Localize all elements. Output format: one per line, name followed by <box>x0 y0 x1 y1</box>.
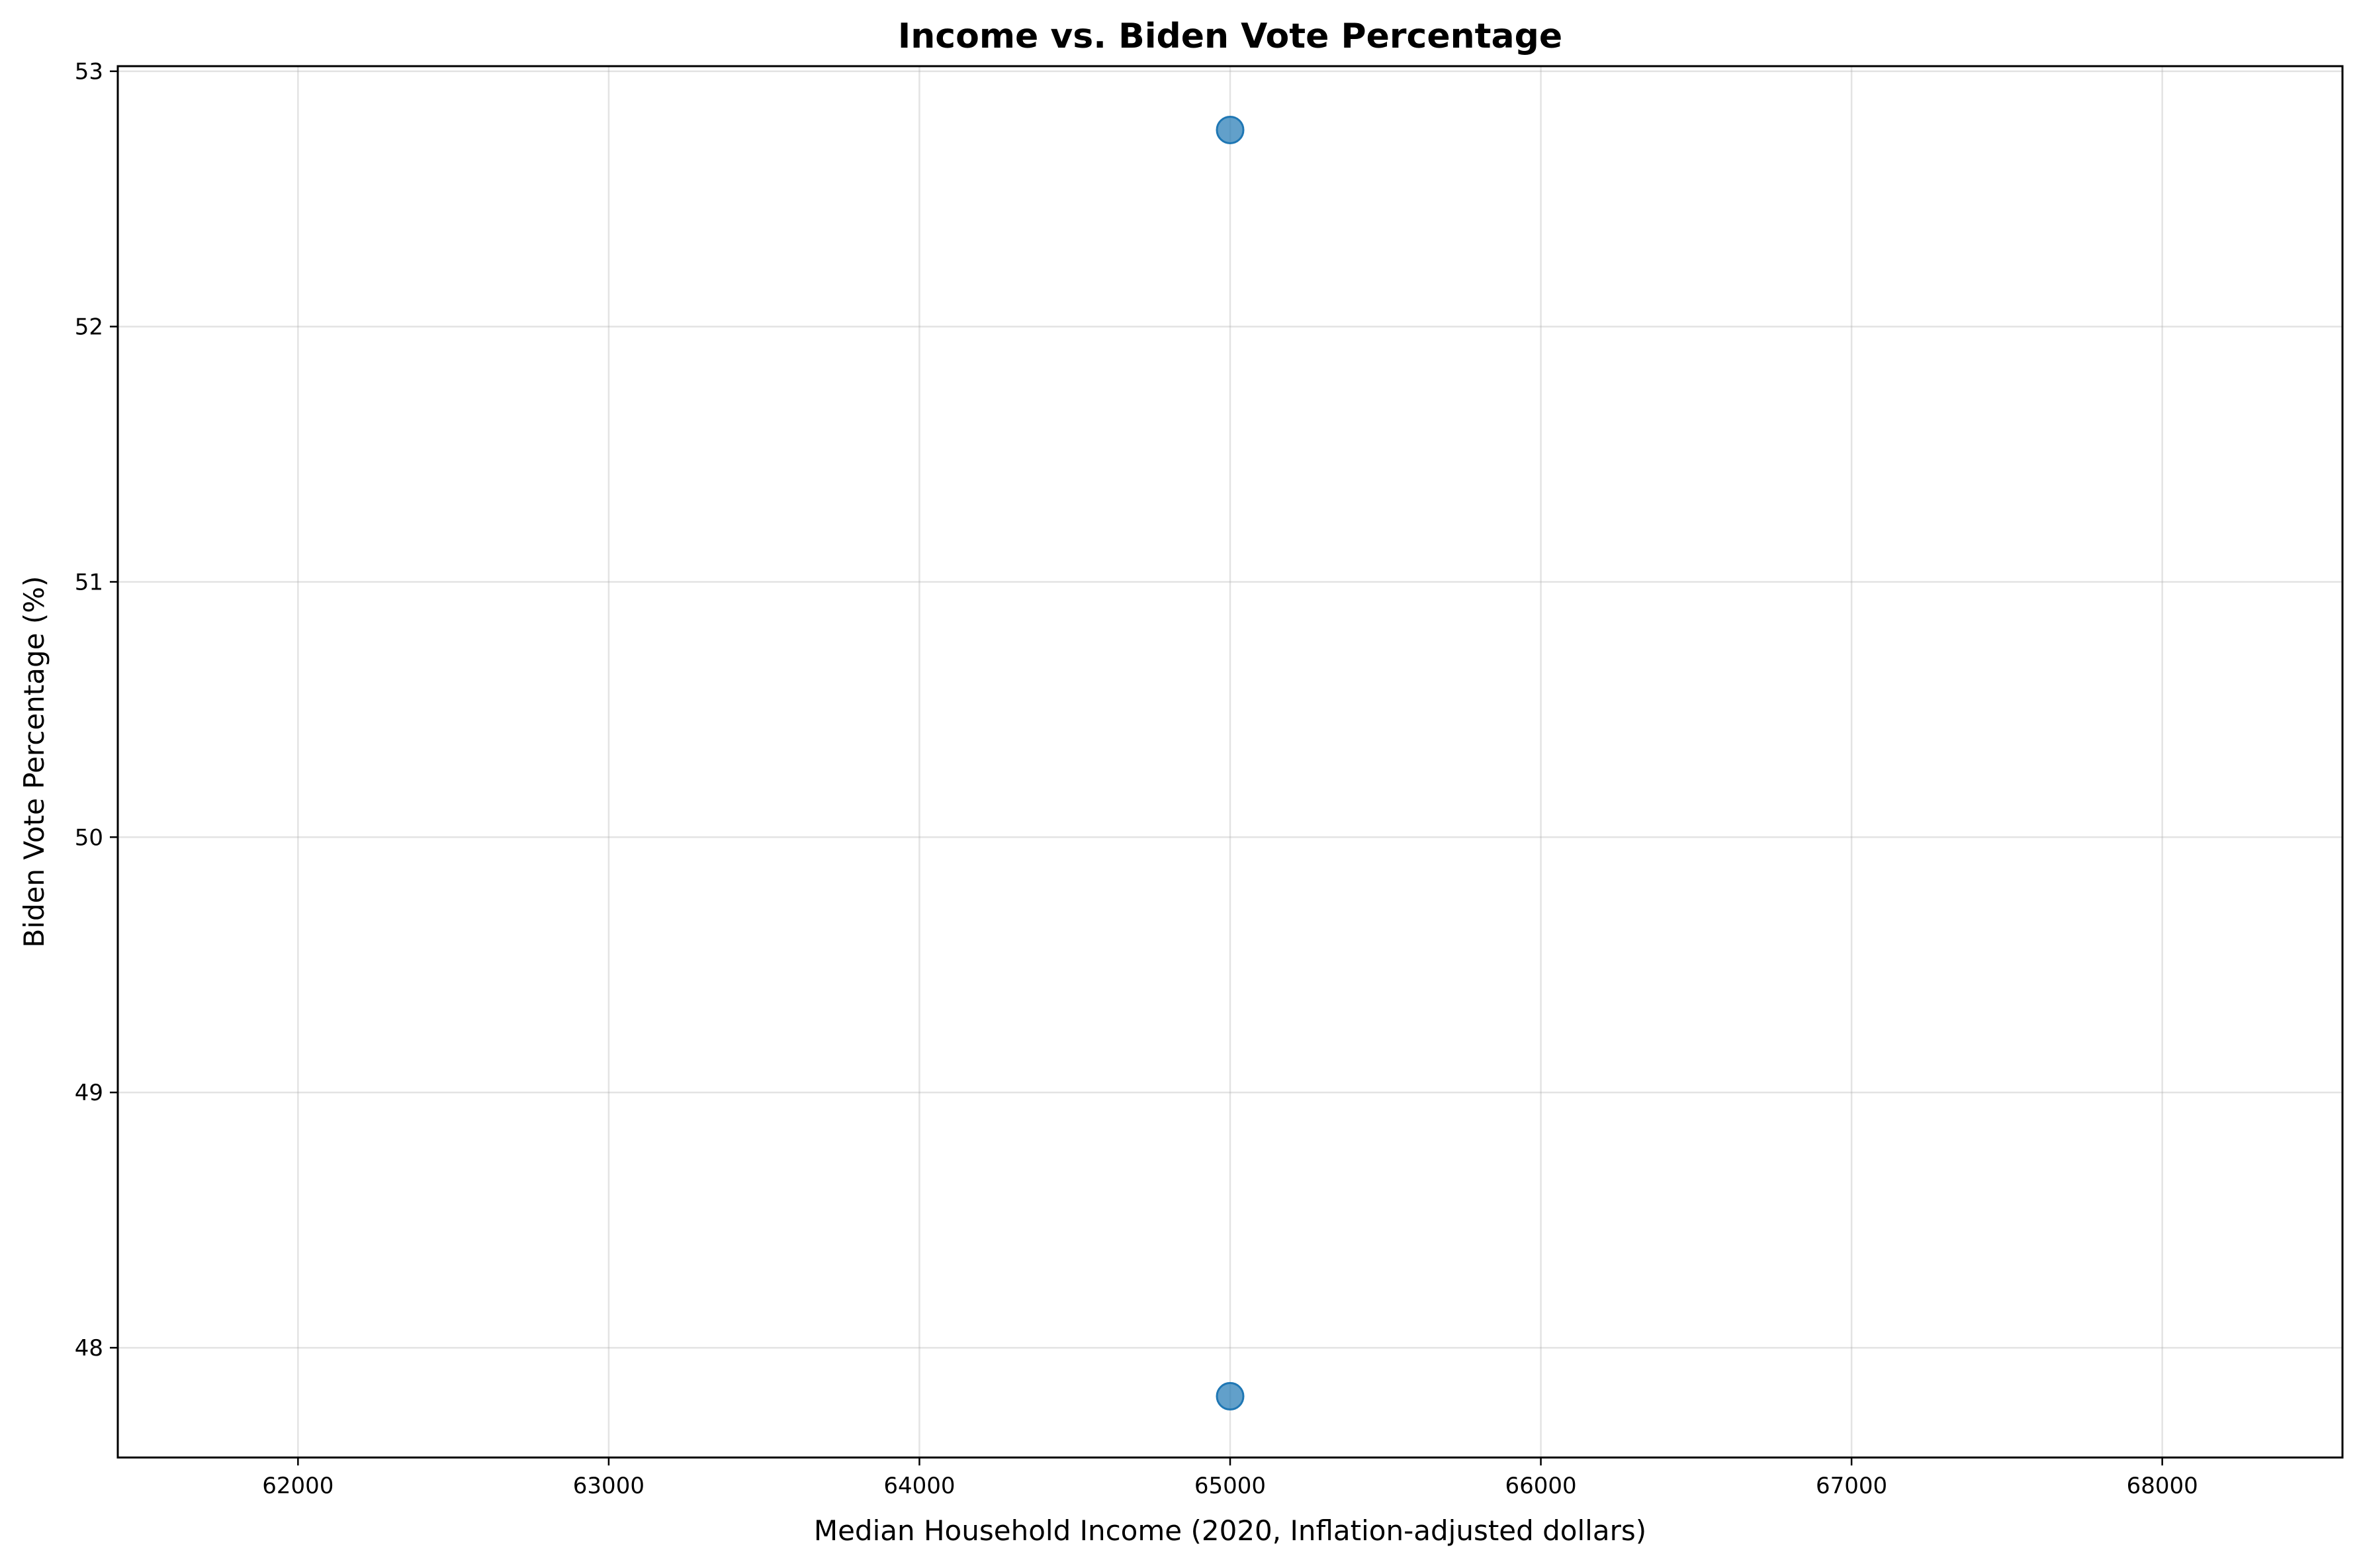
y-tick-label: 48 <box>75 1335 103 1362</box>
y-tick-label: 51 <box>75 569 103 595</box>
x-tick-label: 65000 <box>1194 1473 1266 1499</box>
y-axis-label: Biden Vote Percentage (%) <box>18 576 50 947</box>
x-tick-label: 68000 <box>2127 1473 2198 1499</box>
y-tick-label: 53 <box>75 59 103 85</box>
data-points <box>1216 115 1245 1411</box>
y-tick-label: 49 <box>75 1080 103 1106</box>
x-axis-ticks: 62000 63000 64000 65000 66000 67000 68000 <box>262 1458 2198 1499</box>
y-axis-ticks: 48 49 50 51 52 53 <box>75 59 118 1362</box>
x-tick-label: 67000 <box>1816 1473 1887 1499</box>
chart-title: Income vs. Biden Vote Percentage <box>898 17 1562 56</box>
x-tick-label: 64000 <box>883 1473 955 1499</box>
y-tick-label: 50 <box>75 824 103 851</box>
data-point <box>1216 115 1245 144</box>
grid-lines <box>118 66 2342 1458</box>
x-axis-label: Median Household Income (2020, Inflation… <box>814 1514 1646 1547</box>
y-tick-label: 52 <box>75 314 103 341</box>
data-point <box>1216 1381 1245 1411</box>
x-tick-label: 62000 <box>262 1473 334 1499</box>
x-tick-label: 66000 <box>1505 1473 1576 1499</box>
x-tick-label: 63000 <box>573 1473 645 1499</box>
